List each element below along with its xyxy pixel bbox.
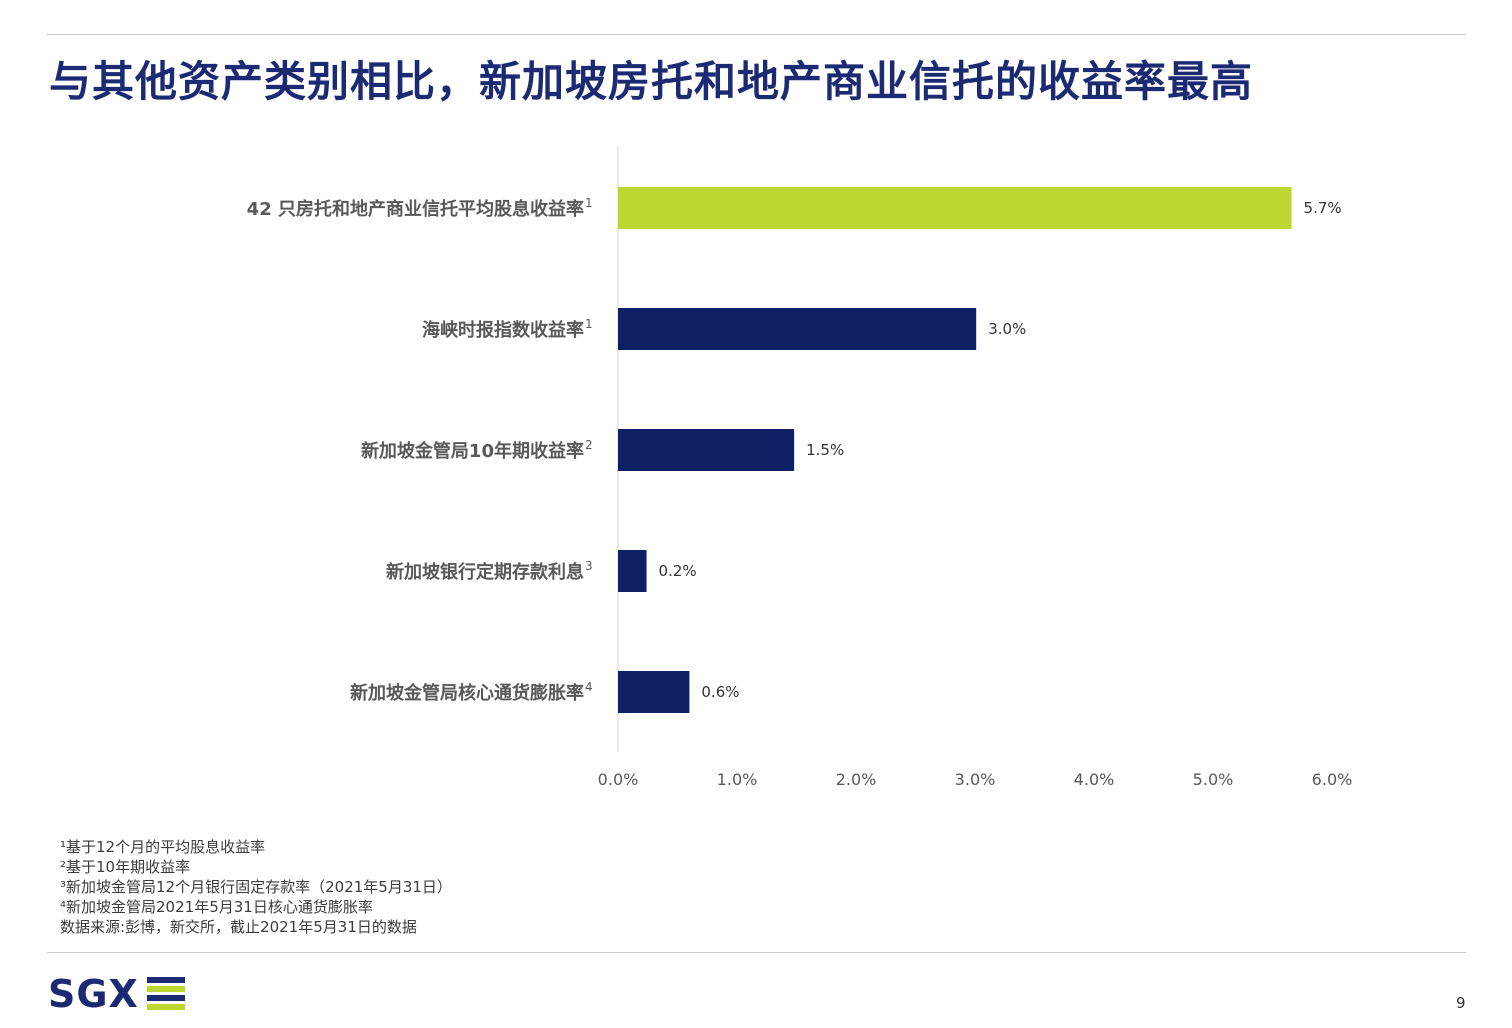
bar-2 bbox=[618, 308, 977, 350]
category-footnote-mark-5: 4 bbox=[585, 680, 593, 694]
x-tick-label-3: 3.0% bbox=[955, 770, 996, 789]
x-tick-label-1: 1.0% bbox=[717, 770, 758, 789]
value-label-4: 0.2% bbox=[659, 562, 697, 580]
footnotes: ¹基于12个月的平均股息收益率 ²基于10年期收益率 ³新加坡金管局12个月银行… bbox=[60, 837, 452, 937]
category-label-4: 新加坡银行定期存款利息 bbox=[386, 561, 584, 583]
category-label-2: 海峡时报指数收益率 bbox=[422, 319, 584, 341]
category-footnote-mark-3: 2 bbox=[585, 438, 593, 452]
sgx-stripes-icon bbox=[146, 977, 185, 1010]
sgx-logo: SGX bbox=[48, 972, 185, 1016]
category-label-3: 新加坡金管局10年期收益率 bbox=[361, 440, 584, 462]
bar-5 bbox=[618, 671, 690, 713]
x-tick-label-5: 5.0% bbox=[1193, 770, 1234, 789]
x-tick-label-2: 2.0% bbox=[836, 770, 877, 789]
category-label-5: 新加坡金管局核心通货膨胀率 bbox=[350, 682, 584, 704]
bar-4 bbox=[618, 550, 647, 592]
category-label-1: 42 只房托和地产商业信托平均股息收益率 bbox=[247, 198, 584, 220]
value-label-1: 5.7% bbox=[1304, 199, 1342, 217]
category-footnote-mark-1: 1 bbox=[585, 196, 593, 210]
x-tick-label-4: 4.0% bbox=[1074, 770, 1115, 789]
bar-3 bbox=[618, 429, 795, 471]
footnote-2: ²基于10年期收益率 bbox=[60, 858, 191, 876]
bar-chart: 5.7%42 只房托和地产商业信托平均股息收益率 13.0%海峡时报指数收益率 11… bbox=[247, 146, 1353, 789]
x-tick-label-6: 6.0% bbox=[1312, 770, 1353, 789]
x-tick-label-0: 0.0% bbox=[598, 770, 639, 789]
logo-wordmark: SGX bbox=[48, 972, 139, 1016]
footnote-1: ¹基于12个月的平均股息收益率 bbox=[60, 838, 266, 856]
value-label-5: 0.6% bbox=[701, 683, 739, 701]
footnote-4: ⁴新加坡金管局2021年5月31日核心通货膨胀率 bbox=[60, 898, 373, 916]
page-number: 9 bbox=[1456, 994, 1466, 1012]
data-source-note: 数据来源:彭博，新交所，截止2021年5月31日的数据 bbox=[60, 918, 417, 936]
top-divider bbox=[47, 34, 1466, 35]
bottom-divider bbox=[47, 952, 1466, 953]
value-label-3: 1.5% bbox=[806, 441, 844, 459]
category-footnote-mark-2: 1 bbox=[585, 317, 593, 331]
value-label-2: 3.0% bbox=[988, 320, 1026, 338]
category-footnote-mark-4: 3 bbox=[585, 559, 593, 573]
page-title: 与其他资产类别相比，新加坡房托和地产商业信托的收益率最高 bbox=[49, 57, 1254, 106]
bar-1 bbox=[618, 187, 1292, 229]
footnote-3: ³新加坡金管局12个月银行固定存款率（2021年5月31日） bbox=[60, 878, 452, 896]
